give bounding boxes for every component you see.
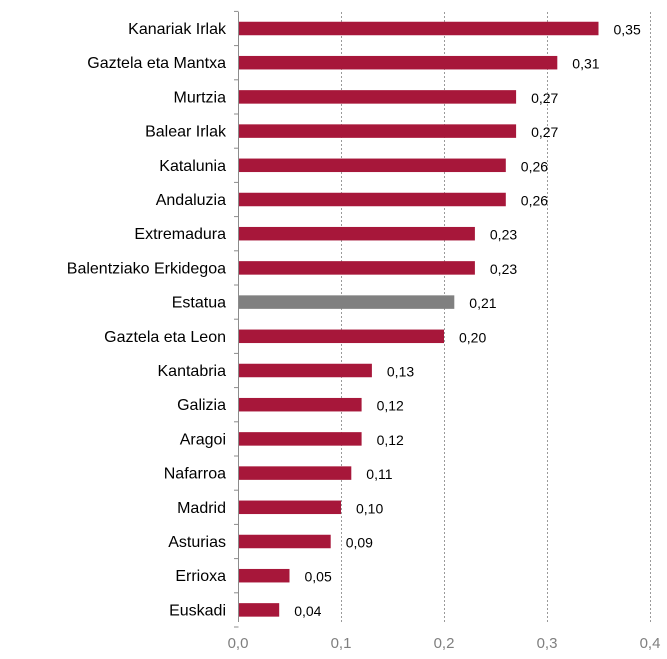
value-label: 0,27 bbox=[531, 124, 558, 140]
bar-balentziako-erkidegoa bbox=[239, 261, 475, 275]
category-label: Aragoi bbox=[180, 431, 226, 448]
category-label: Gaztela eta Leon bbox=[104, 329, 226, 346]
labels: Kanariak Irlak 0,35 Gaztela eta Mantxa 0,31… bbox=[67, 21, 641, 619]
category-label: Madrid bbox=[177, 500, 226, 517]
bar-kanariak-irlak bbox=[239, 21, 599, 36]
bar-galizia bbox=[239, 397, 362, 412]
category-label: Kantabria bbox=[158, 363, 227, 380]
value-label: 0,27 bbox=[531, 90, 558, 106]
gridlines bbox=[234, 10, 651, 628]
category-label: Extremadura bbox=[134, 226, 226, 243]
bar-murtzia bbox=[239, 90, 517, 104]
value-label: 0,13 bbox=[387, 364, 414, 380]
category-label: Murtzia bbox=[174, 89, 227, 106]
category-label: Nafarroa bbox=[164, 466, 226, 483]
value-label: 0,23 bbox=[490, 261, 517, 277]
bars bbox=[239, 21, 599, 617]
x-tick-label: 0,0 bbox=[228, 635, 249, 652]
category-label: Kanariak Irlak bbox=[128, 21, 227, 38]
category-label: Euskadi bbox=[169, 602, 226, 619]
category-label: Asturias bbox=[168, 534, 226, 551]
value-label: 0,12 bbox=[377, 432, 404, 448]
bar-katalunia bbox=[239, 158, 506, 173]
value-label: 0,11 bbox=[366, 466, 392, 482]
bar-balear-irlak bbox=[239, 124, 517, 138]
value-label: 0,10 bbox=[356, 500, 383, 516]
bar-asturias bbox=[239, 534, 331, 549]
bar-extremadura bbox=[239, 226, 475, 241]
value-label: 0,26 bbox=[521, 158, 548, 174]
bar-gaztela-eta-mantxa bbox=[239, 55, 558, 70]
bar-nafarroa bbox=[239, 466, 352, 480]
x-tick-label: 0,2 bbox=[434, 635, 455, 652]
bar-andaluzia bbox=[239, 192, 506, 207]
x-tick-label: 0,4 bbox=[640, 635, 661, 652]
x-tick-label: 0,1 bbox=[331, 635, 352, 652]
category-label: Balentziako Erkidegoa bbox=[67, 260, 226, 277]
category-label: Estatua bbox=[172, 295, 226, 312]
value-label: 0,04 bbox=[294, 603, 321, 619]
value-label: 0,31 bbox=[572, 56, 599, 72]
category-label: Balear Irlak bbox=[145, 124, 227, 141]
bar-euskadi bbox=[239, 603, 280, 617]
category-label: Errioxa bbox=[175, 568, 226, 585]
bar-errioxa bbox=[239, 568, 290, 583]
bar-aragoi bbox=[239, 432, 362, 446]
category-label: Andaluzia bbox=[156, 192, 226, 209]
x-axis-ticks: 0,0 0,1 0,2 0,3 0,4 bbox=[228, 635, 661, 652]
bar-kantabria bbox=[239, 363, 372, 378]
value-label: 0,35 bbox=[614, 22, 641, 38]
value-label: 0,05 bbox=[305, 569, 332, 585]
value-label: 0,20 bbox=[459, 329, 486, 345]
bar-estatua bbox=[239, 295, 455, 309]
bar-madrid bbox=[239, 500, 341, 515]
value-label: 0,26 bbox=[521, 193, 548, 209]
value-label: 0,23 bbox=[490, 227, 517, 243]
bar-gaztela-eta-leon bbox=[239, 329, 444, 344]
category-label: Gaztela eta Mantxa bbox=[87, 55, 226, 72]
x-tick-label: 0,3 bbox=[537, 635, 558, 652]
category-label: Katalunia bbox=[159, 158, 226, 175]
category-label: Galizia bbox=[177, 397, 226, 414]
value-label: 0,12 bbox=[377, 398, 404, 414]
value-label: 0,09 bbox=[346, 535, 373, 551]
value-label: 0,21 bbox=[469, 295, 496, 311]
